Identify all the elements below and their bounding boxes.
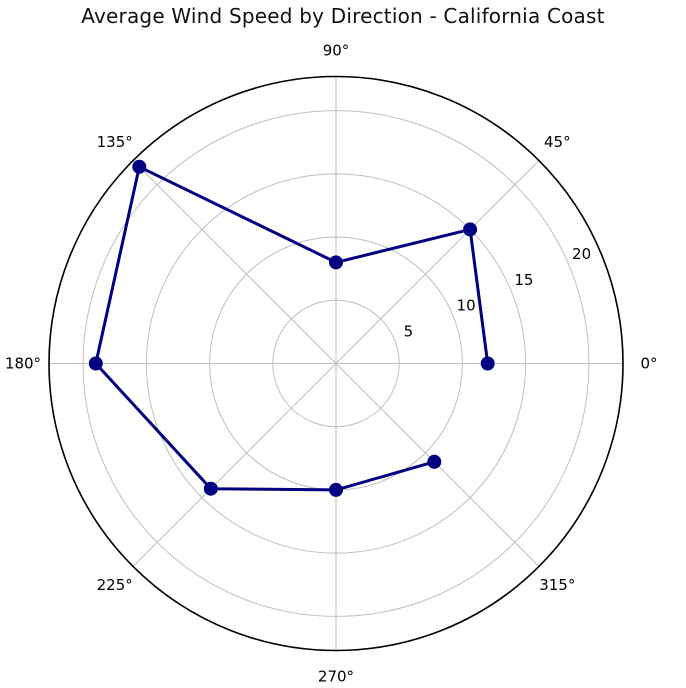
- angular-gridline: [132, 363, 337, 567]
- radius-tick-label: 10: [457, 297, 476, 315]
- angle-tick-label: 225°: [97, 576, 133, 594]
- data-point-marker: [203, 481, 218, 496]
- data-point-marker: [480, 356, 495, 371]
- angle-tick-label: 270°: [318, 668, 354, 686]
- angle-tick-label: 315°: [539, 576, 575, 594]
- data-point-marker: [132, 159, 147, 174]
- angular-gridline: [132, 160, 337, 364]
- data-point-marker: [427, 454, 442, 469]
- angle-tick-label: 180°: [5, 355, 41, 373]
- polar-outline: [48, 75, 624, 652]
- chart-title: Average Wind Speed by Direction - Califo…: [81, 4, 605, 28]
- data-point-marker: [88, 356, 103, 371]
- angle-tick-label: 45°: [544, 133, 571, 151]
- data-point-marker: [463, 222, 478, 237]
- radius-tick-label: 5: [404, 322, 414, 340]
- data-point-marker: [329, 482, 343, 497]
- angle-tick-label: 0°: [640, 355, 657, 373]
- angle-tick-label: 90°: [323, 42, 350, 60]
- wind-speed-line: [94, 165, 490, 492]
- data-point-marker: [329, 255, 343, 270]
- radius-tick-label: 20: [572, 245, 591, 263]
- radius-tick-label: 15: [514, 271, 533, 289]
- angular-gridline: [335, 160, 540, 364]
- angle-tick-label: 135°: [97, 133, 133, 151]
